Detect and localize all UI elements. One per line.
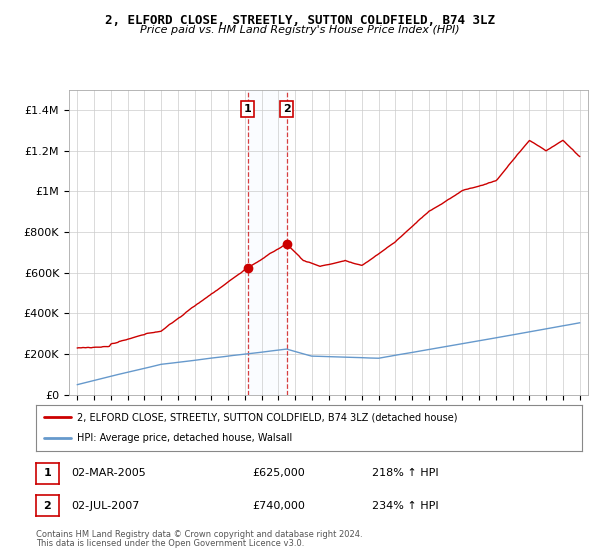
Text: 218% ↑ HPI: 218% ↑ HPI [372,468,439,478]
Text: 234% ↑ HPI: 234% ↑ HPI [372,501,439,511]
Text: 1: 1 [44,468,51,478]
Text: HPI: Average price, detached house, Walsall: HPI: Average price, detached house, Wals… [77,433,292,444]
Bar [248,90,287,395]
Text: This data is licensed under the Open Government Licence v3.0.: This data is licensed under the Open Gov… [36,539,304,548]
Text: 1: 1 [244,104,251,114]
Text: £740,000: £740,000 [252,501,305,511]
Text: 2: 2 [283,104,290,114]
Text: 2, ELFORD CLOSE, STREETLY, SUTTON COLDFIELD, B74 3LZ (detached house): 2, ELFORD CLOSE, STREETLY, SUTTON COLDFI… [77,412,457,422]
Text: Contains HM Land Registry data © Crown copyright and database right 2024.: Contains HM Land Registry data © Crown c… [36,530,362,539]
Text: Price paid vs. HM Land Registry's House Price Index (HPI): Price paid vs. HM Land Registry's House … [140,25,460,35]
Text: 2: 2 [44,501,51,511]
Text: £625,000: £625,000 [252,468,305,478]
Text: 02-MAR-2005: 02-MAR-2005 [71,468,146,478]
Text: 2, ELFORD CLOSE, STREETLY, SUTTON COLDFIELD, B74 3LZ: 2, ELFORD CLOSE, STREETLY, SUTTON COLDFI… [105,14,495,27]
Text: 02-JUL-2007: 02-JUL-2007 [71,501,139,511]
